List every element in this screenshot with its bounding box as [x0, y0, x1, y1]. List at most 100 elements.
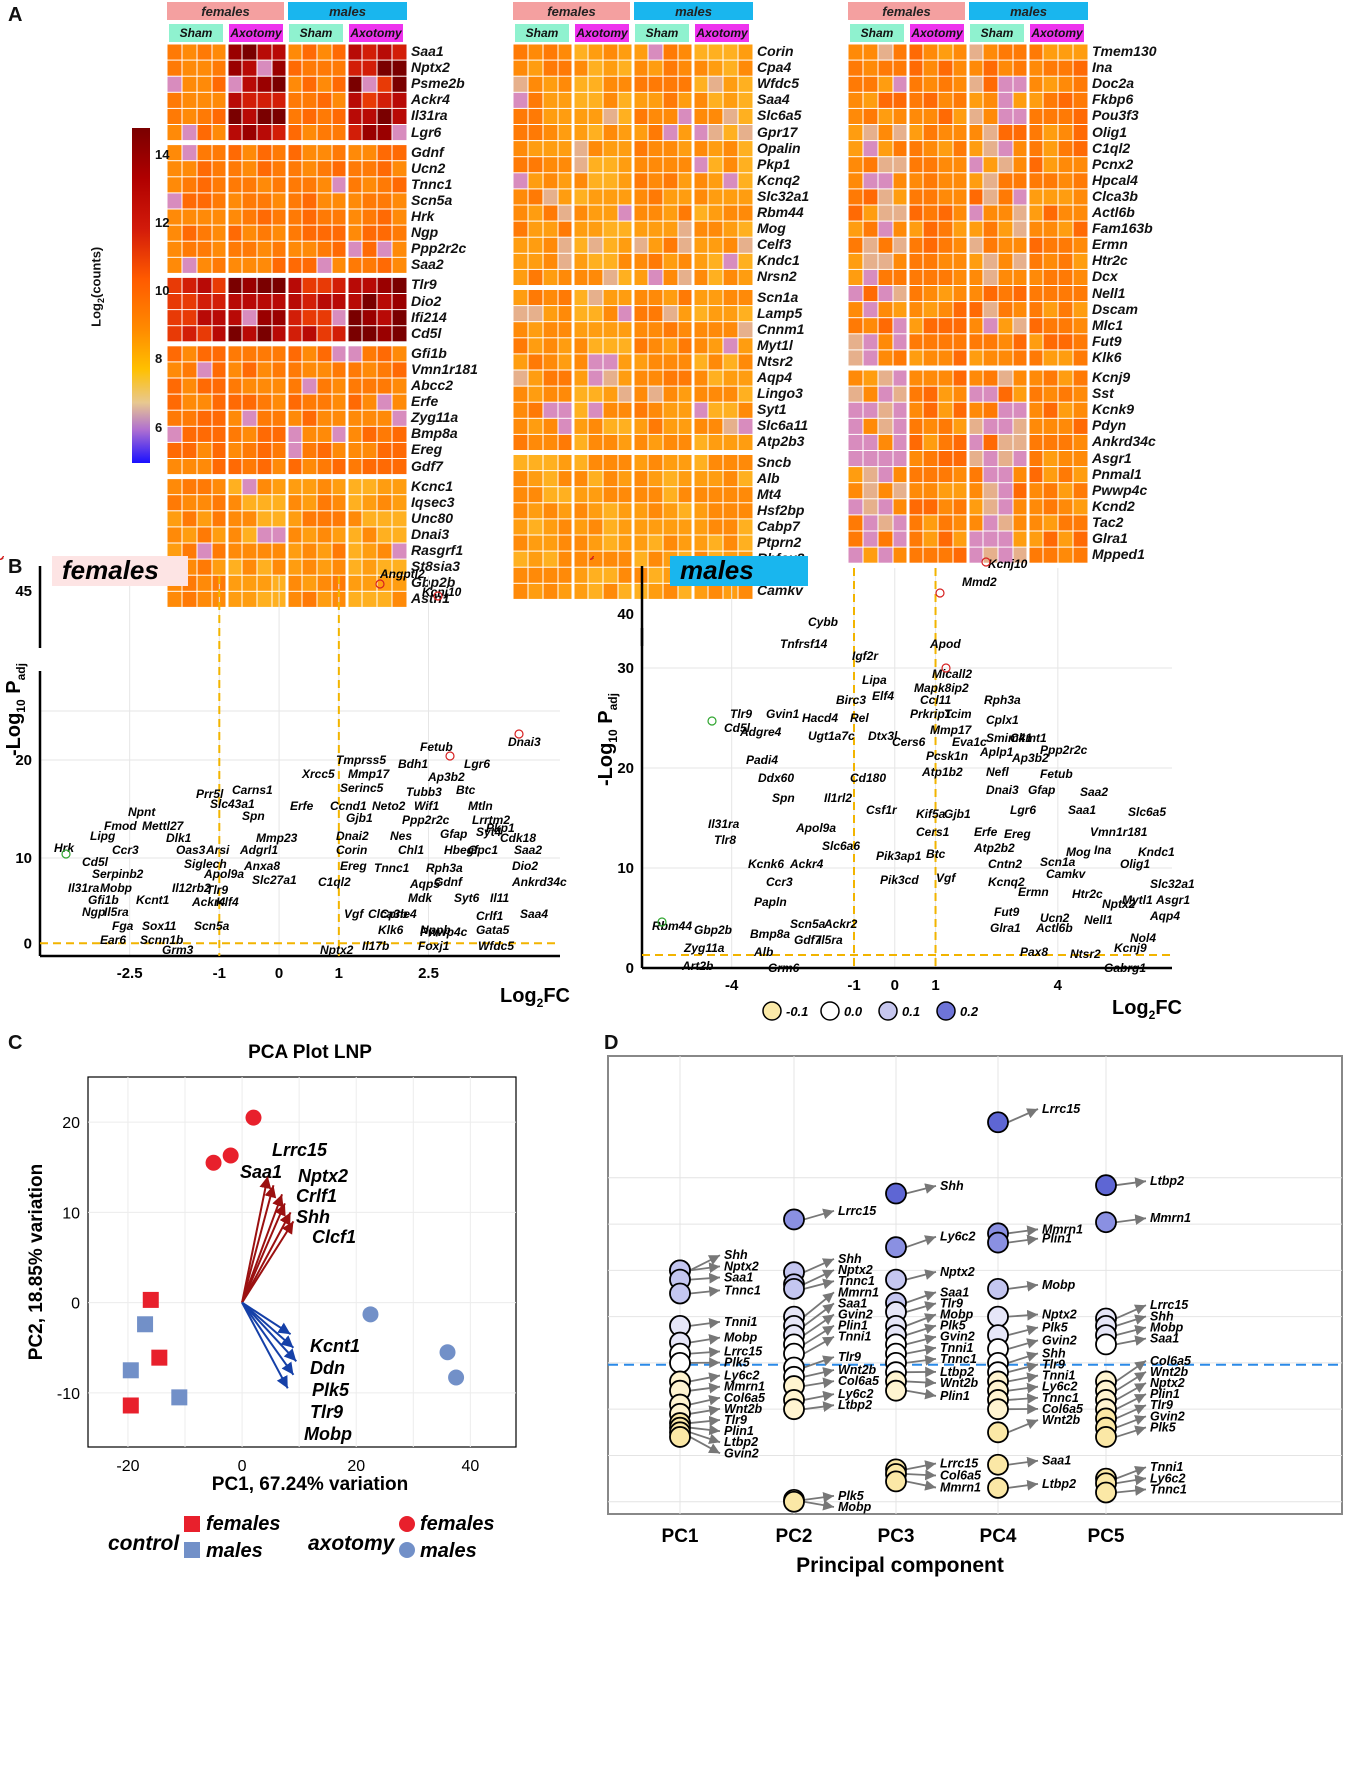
heatmap-cell	[513, 290, 528, 306]
heatmap-cell	[227, 209, 242, 225]
gene-label: Lamp5	[757, 304, 803, 321]
heatmap-cell	[1028, 60, 1043, 76]
heatmap-cell	[848, 499, 863, 515]
heatmap-cell	[362, 177, 377, 193]
heatmap-cell	[648, 205, 663, 221]
loading-gene-label: Wnt2b	[1150, 1365, 1189, 1379]
heatmap-cell	[863, 108, 878, 124]
heatmap-cell	[648, 237, 663, 253]
heatmap-cell	[513, 370, 528, 386]
heatmap-cell	[543, 354, 558, 370]
heatmap-cell	[923, 515, 938, 531]
heatmap-cell	[603, 76, 618, 92]
gene-annotation: Spn	[242, 809, 265, 823]
heatmap-cell	[923, 370, 938, 386]
heatmap-cell	[1058, 531, 1073, 547]
heatmap-cell	[618, 434, 633, 450]
heatmap-cell	[1028, 221, 1043, 237]
legend-title: Log2(counts)	[88, 246, 106, 327]
gene-annotation: Asgr1	[1155, 893, 1190, 907]
heatmap-cell	[878, 334, 893, 350]
heatmap-cell	[317, 76, 332, 92]
heatmap-cell	[317, 362, 332, 378]
heatmap-cell	[678, 189, 693, 205]
legend-tick: 6	[155, 420, 163, 435]
heatmap-cell	[332, 346, 347, 362]
heatmap-cell	[287, 495, 302, 511]
heatmap-cell	[528, 157, 543, 173]
heatmap-cell	[377, 145, 392, 161]
heatmap-cell	[1043, 370, 1058, 386]
heatmap-cell	[878, 402, 893, 418]
gene-annotation: Nes	[390, 829, 412, 843]
heatmap-cell	[983, 44, 998, 60]
heatmap-cell	[543, 237, 558, 253]
heatmap-cell	[182, 394, 197, 410]
subheader-axotomy: Axotomy	[349, 24, 403, 42]
heatmap-cell	[648, 60, 663, 76]
heatmap-cell	[693, 269, 708, 285]
heatmap-cell	[708, 108, 723, 124]
heatmap-cell	[938, 547, 953, 563]
heatmap-cell	[708, 60, 723, 76]
heatmap-cell	[182, 459, 197, 475]
heatmap-cell	[1073, 370, 1088, 386]
loading-arrow-down	[241, 1301, 295, 1349]
heatmap-cell	[723, 535, 738, 551]
heatmap-cell	[878, 386, 893, 402]
heatmap-cell	[528, 306, 543, 322]
heatmap-cell	[182, 479, 197, 495]
heatmap-cell	[863, 483, 878, 499]
heatmap-cell	[998, 402, 1013, 418]
heatmap-cell	[197, 92, 212, 108]
heatmap-cell	[693, 487, 708, 503]
gene-label: Tmem130	[1092, 43, 1157, 59]
gene-annotation: Gfap	[440, 827, 467, 841]
heatmap-cell	[287, 591, 302, 607]
heatmap-cell	[893, 402, 908, 418]
heatmap-cell	[953, 467, 968, 483]
gene-annotation: Chl1	[398, 843, 424, 857]
loading-gene-label: Plin1	[1150, 1387, 1180, 1401]
gene-annotation: Pkp1	[486, 821, 515, 835]
heatmap-cell	[182, 495, 197, 511]
gene-annotation: Aqp4	[1149, 909, 1180, 923]
heatmap-cell	[377, 378, 392, 394]
heatmap-cell	[998, 141, 1013, 157]
heatmap-cell	[317, 177, 332, 193]
heatmap-cell	[362, 145, 377, 161]
gene-annotation: Tlr8	[714, 833, 736, 847]
pca-point-axotomy-female	[245, 1109, 262, 1126]
heatmap-cell	[693, 237, 708, 253]
gene-annotation: Slc43a1	[210, 797, 255, 811]
heatmap-cell	[197, 125, 212, 141]
gene-annotation: Il31ra	[68, 881, 100, 895]
heatmap-cell	[938, 483, 953, 499]
heatmap-cell	[287, 44, 302, 60]
heatmap-cell	[878, 418, 893, 434]
heatmap-cell	[543, 455, 558, 471]
heatmap-cell	[738, 354, 753, 370]
gene-label: Mt4	[757, 485, 782, 502]
gene-label: Syt1	[757, 401, 787, 418]
heatmap-cell	[848, 467, 863, 483]
heatmap-cell	[983, 402, 998, 418]
heatmap-cell	[618, 221, 633, 237]
heatmap-cell	[212, 257, 227, 273]
heatmap-cell	[848, 418, 863, 434]
pca-loading-label: Tlr9	[310, 1402, 343, 1422]
gene-annotation: Crlf1	[476, 909, 504, 923]
heatmap-cell	[663, 189, 678, 205]
gene-label: Lgr6	[411, 123, 442, 140]
heatmap-cell	[227, 378, 242, 394]
heatmap-cell	[1073, 499, 1088, 515]
heatmap-cell	[272, 225, 287, 241]
heatmap-cell	[633, 125, 648, 141]
heatmap-cell	[998, 76, 1013, 92]
loading-gene-label: Shh	[724, 1248, 748, 1262]
heatmap-cell	[588, 237, 603, 253]
gene-annotation: Vgf	[936, 871, 956, 885]
heatmap-cell	[1013, 237, 1028, 253]
gene-annotation: Dnai2	[336, 829, 369, 843]
heatmap-cell	[908, 44, 923, 60]
